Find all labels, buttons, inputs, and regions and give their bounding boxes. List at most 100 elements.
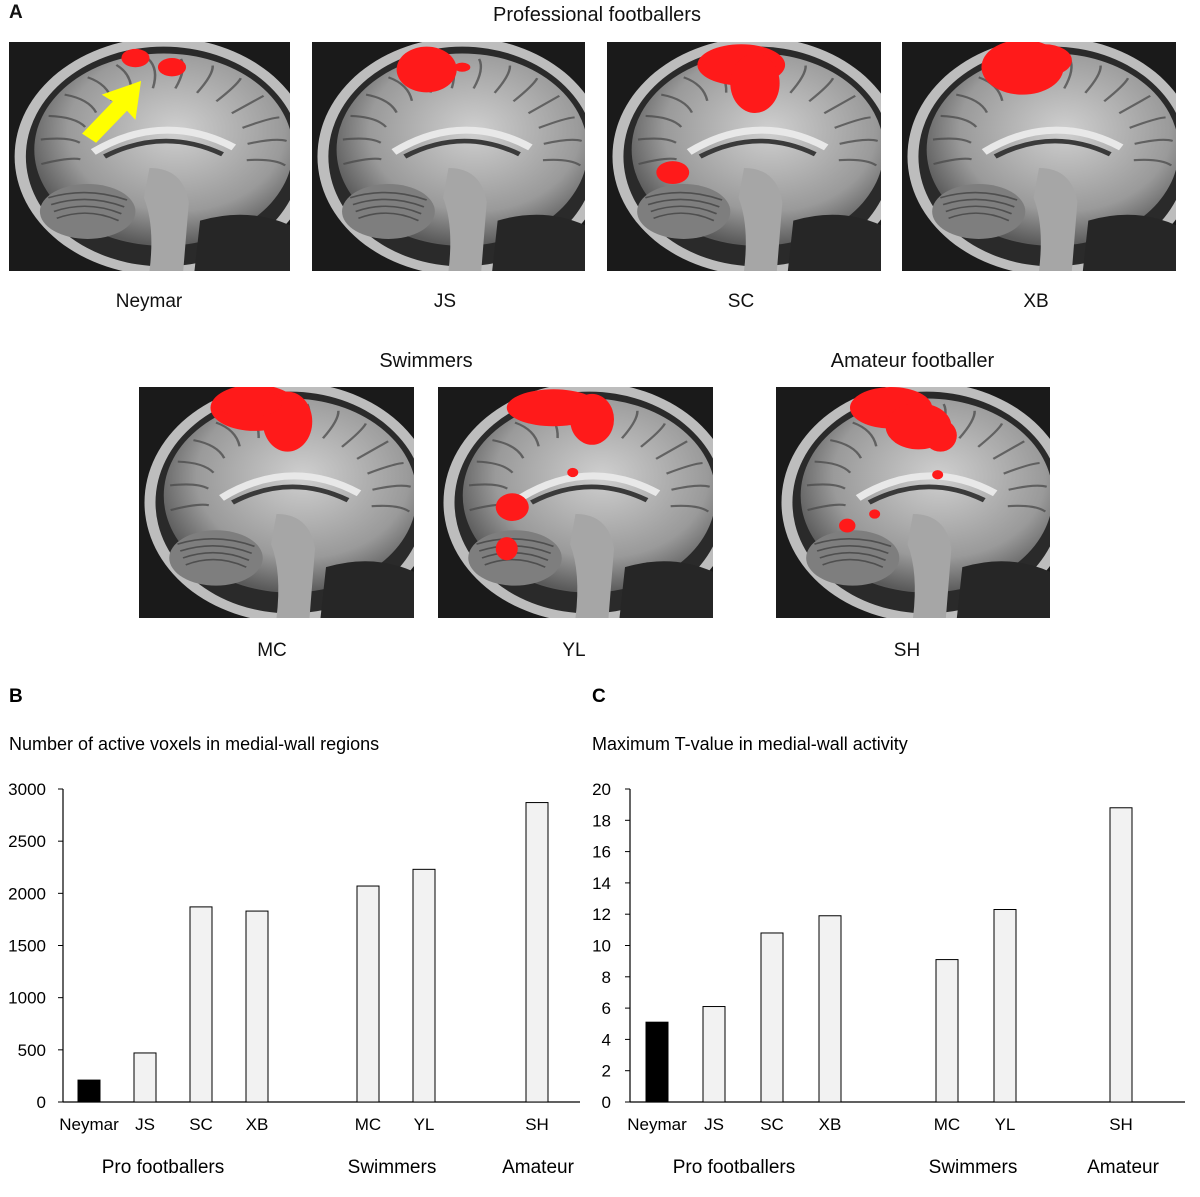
brainstem xyxy=(443,167,487,271)
scan-caption: MC xyxy=(257,640,287,661)
activation-cluster xyxy=(396,46,457,93)
activation-cluster xyxy=(1017,44,1072,77)
panel-letter: C xyxy=(592,686,606,707)
y-tick-label: 18 xyxy=(592,811,611,830)
activation-cluster xyxy=(656,161,690,184)
group-label: Pro footballers xyxy=(102,1157,225,1178)
chart-c: C Maximum T-value in medial-wall activity… xyxy=(592,686,1185,1178)
group-label: Swimmers xyxy=(929,1157,1018,1178)
x-tick-label: SH xyxy=(525,1115,549,1134)
bar-sc xyxy=(760,932,784,1103)
yellow-arrow-icon xyxy=(82,80,142,143)
y-tick-label: 16 xyxy=(592,843,611,862)
corpus-callosum xyxy=(518,472,661,501)
amateur-footballer-title: Amateur footballer xyxy=(830,350,995,372)
cerebellum xyxy=(342,183,435,239)
brainstem xyxy=(738,167,783,271)
chart-b: B Number of active voxels in medial-wall … xyxy=(8,686,580,1178)
y-tick-label: 12 xyxy=(592,905,611,924)
brainstem xyxy=(570,514,614,618)
bar-js xyxy=(133,1052,157,1103)
corpus-callosum xyxy=(855,472,998,501)
activation-cluster xyxy=(839,518,856,533)
chart-title: Maximum T-value in medial-wall activity xyxy=(592,734,908,754)
neck-region xyxy=(787,214,881,271)
scan-caption: YL xyxy=(562,640,586,661)
scan-caption: SC xyxy=(727,291,755,312)
x-tick-label: SH xyxy=(1109,1115,1133,1134)
y-tick-label: 0 xyxy=(602,1093,611,1112)
corpus-callosum xyxy=(90,126,237,155)
chart-title: Number of active voxels in medial-wall r… xyxy=(9,734,379,754)
y-tick-label: 2 xyxy=(602,1062,611,1081)
neck-region xyxy=(320,561,414,618)
mri-scan-sh xyxy=(776,387,1050,618)
scan-caption: JS xyxy=(433,291,457,312)
y-tick-label: 0 xyxy=(37,1093,46,1112)
corpus-callosum xyxy=(219,472,362,501)
neck-region xyxy=(492,214,585,271)
x-tick-label: MC xyxy=(355,1115,381,1134)
y-tick-label: 500 xyxy=(18,1041,46,1060)
x-tick-label: Neymar xyxy=(59,1115,119,1134)
y-tick-label: 10 xyxy=(592,937,611,956)
y-tick-label: 2000 xyxy=(8,884,46,903)
x-tick-label: XB xyxy=(819,1115,842,1134)
x-tick-label: JS xyxy=(704,1115,724,1134)
cerebellum xyxy=(932,183,1026,239)
group-label: Swimmers xyxy=(348,1157,437,1178)
activation-cluster xyxy=(121,48,150,68)
panel-a-letter: A xyxy=(9,2,23,23)
neck-region xyxy=(619,561,713,618)
bar-neymar xyxy=(645,1021,669,1103)
bar-xb xyxy=(245,910,269,1103)
pro-footballers-title: Professional footballers xyxy=(493,4,701,26)
x-tick-label: JS xyxy=(135,1115,155,1134)
activation-cluster xyxy=(923,419,957,452)
y-tick-label: 2500 xyxy=(8,832,46,851)
y-tick-label: 6 xyxy=(602,999,611,1018)
group-label: Amateur xyxy=(502,1157,574,1178)
bar-mc xyxy=(935,959,959,1103)
scan-caption: SH xyxy=(893,640,921,661)
neck-region xyxy=(194,214,290,271)
y-tick-label: 3000 xyxy=(8,780,46,799)
bar-neymar xyxy=(77,1079,101,1103)
y-tick-label: 8 xyxy=(602,968,611,987)
neck-region xyxy=(1082,214,1176,271)
corpus-callosum xyxy=(391,126,533,155)
brainstem xyxy=(1033,167,1078,271)
neck-region xyxy=(956,561,1050,618)
bar-sc xyxy=(189,906,213,1103)
group-label: Amateur xyxy=(1087,1157,1159,1178)
group-label: Pro footballers xyxy=(673,1157,796,1178)
activation-cluster xyxy=(453,62,471,72)
x-tick-label: MC xyxy=(934,1115,960,1134)
mri-scan-xb xyxy=(902,42,1176,271)
cerebellum xyxy=(468,530,562,586)
bar-yl xyxy=(412,868,436,1103)
corpus-callosum xyxy=(686,126,829,155)
cerebellum xyxy=(39,183,136,239)
bar-xb xyxy=(818,915,842,1103)
bar-sh xyxy=(1109,807,1133,1103)
brainstem xyxy=(143,167,189,271)
brainstem xyxy=(907,514,952,618)
x-tick-label: YL xyxy=(414,1115,435,1134)
y-tick-label: 20 xyxy=(592,780,611,799)
x-tick-label: SC xyxy=(189,1115,213,1134)
activation-cluster xyxy=(730,53,780,113)
y-tick-label: 1500 xyxy=(8,937,46,956)
corpus-callosum xyxy=(981,126,1124,155)
activation-cluster xyxy=(567,467,579,478)
cerebellum xyxy=(637,183,731,239)
x-tick-label: XB xyxy=(246,1115,269,1134)
mri-scan-js xyxy=(312,42,585,271)
mri-scan-neymar xyxy=(9,42,290,271)
scan-caption: XB xyxy=(1023,291,1049,312)
mri-scan-yl xyxy=(438,387,713,618)
cerebellum xyxy=(169,530,263,586)
bar-mc xyxy=(356,885,380,1103)
scan-caption: Neymar xyxy=(115,291,183,312)
mri-scan-sc xyxy=(607,42,881,271)
